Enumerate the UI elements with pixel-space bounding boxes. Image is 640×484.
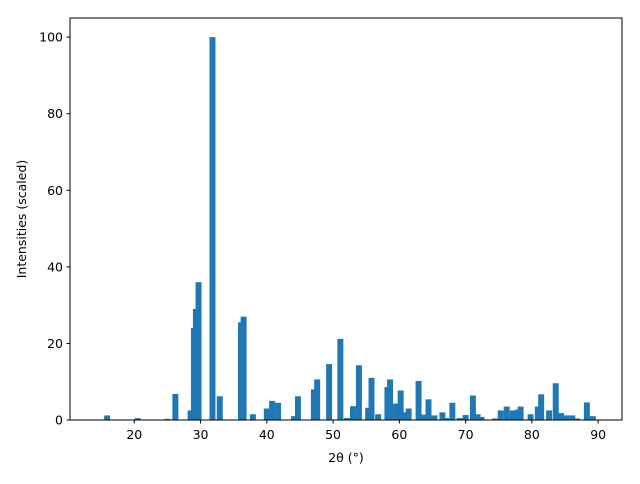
bar <box>355 365 362 420</box>
bar <box>563 415 570 420</box>
bar <box>449 402 456 420</box>
bar <box>314 379 321 420</box>
bar <box>134 418 141 420</box>
bar <box>534 406 541 420</box>
x-tick-label: 90 <box>590 427 606 442</box>
bar <box>431 415 438 420</box>
bar <box>474 414 481 420</box>
x-tick-label: 80 <box>524 427 540 442</box>
bar <box>249 414 256 420</box>
bar <box>187 410 194 420</box>
bar <box>546 410 553 420</box>
x-tick-label: 70 <box>458 427 474 442</box>
y-tick-label: 100 <box>39 30 63 45</box>
plot-area <box>104 37 596 421</box>
bar <box>397 390 404 420</box>
bar <box>405 408 412 420</box>
x-tick-label: 40 <box>259 427 275 442</box>
bar <box>439 412 446 420</box>
bar <box>290 416 297 420</box>
bar <box>462 415 469 420</box>
bar <box>240 316 247 420</box>
bar <box>269 400 276 420</box>
x-tick-label: 50 <box>325 427 341 442</box>
bar <box>527 414 534 420</box>
bar <box>443 418 450 420</box>
bar <box>337 338 344 420</box>
bar <box>263 408 270 420</box>
bar <box>104 415 111 420</box>
bar <box>294 396 301 420</box>
bar <box>569 415 576 420</box>
x-axis-label: 2θ (°) <box>328 450 364 465</box>
bar <box>387 379 394 420</box>
bar <box>589 416 596 420</box>
bar <box>368 377 375 420</box>
bar <box>375 414 382 420</box>
y-axis-label: Intensities (scaled) <box>14 160 29 279</box>
bar <box>393 403 400 420</box>
bar <box>469 395 476 420</box>
bar <box>275 402 282 420</box>
bar <box>349 406 356 420</box>
y-tick-label: 20 <box>47 336 63 351</box>
axes-frame <box>69 17 623 421</box>
bar <box>344 418 350 420</box>
bar <box>503 406 510 420</box>
bar <box>164 418 171 420</box>
bar <box>456 418 463 420</box>
bar <box>209 37 216 421</box>
bar <box>497 410 504 420</box>
y-tick-label: 60 <box>47 183 63 198</box>
bar <box>415 380 422 420</box>
bar <box>583 402 590 420</box>
bar <box>538 394 545 420</box>
y-tick-label: 80 <box>47 106 63 121</box>
bar <box>195 282 202 420</box>
y-tick-label: 0 <box>55 413 63 428</box>
y-tick-label: 40 <box>47 259 63 274</box>
bar <box>401 412 408 420</box>
x-tick-label: 20 <box>126 427 142 442</box>
bar <box>517 406 524 420</box>
bar <box>216 396 223 420</box>
x-tick-label: 30 <box>193 427 209 442</box>
bar <box>326 364 333 420</box>
bar <box>552 383 559 420</box>
bar <box>573 418 580 420</box>
bar <box>509 410 516 420</box>
bar <box>365 407 372 420</box>
bar <box>491 418 498 420</box>
bar <box>558 413 565 420</box>
x-tick-label: 60 <box>391 427 407 442</box>
bar <box>172 393 179 420</box>
bar <box>420 414 427 420</box>
bar <box>425 399 432 420</box>
bar <box>310 389 317 420</box>
bar <box>478 416 485 420</box>
